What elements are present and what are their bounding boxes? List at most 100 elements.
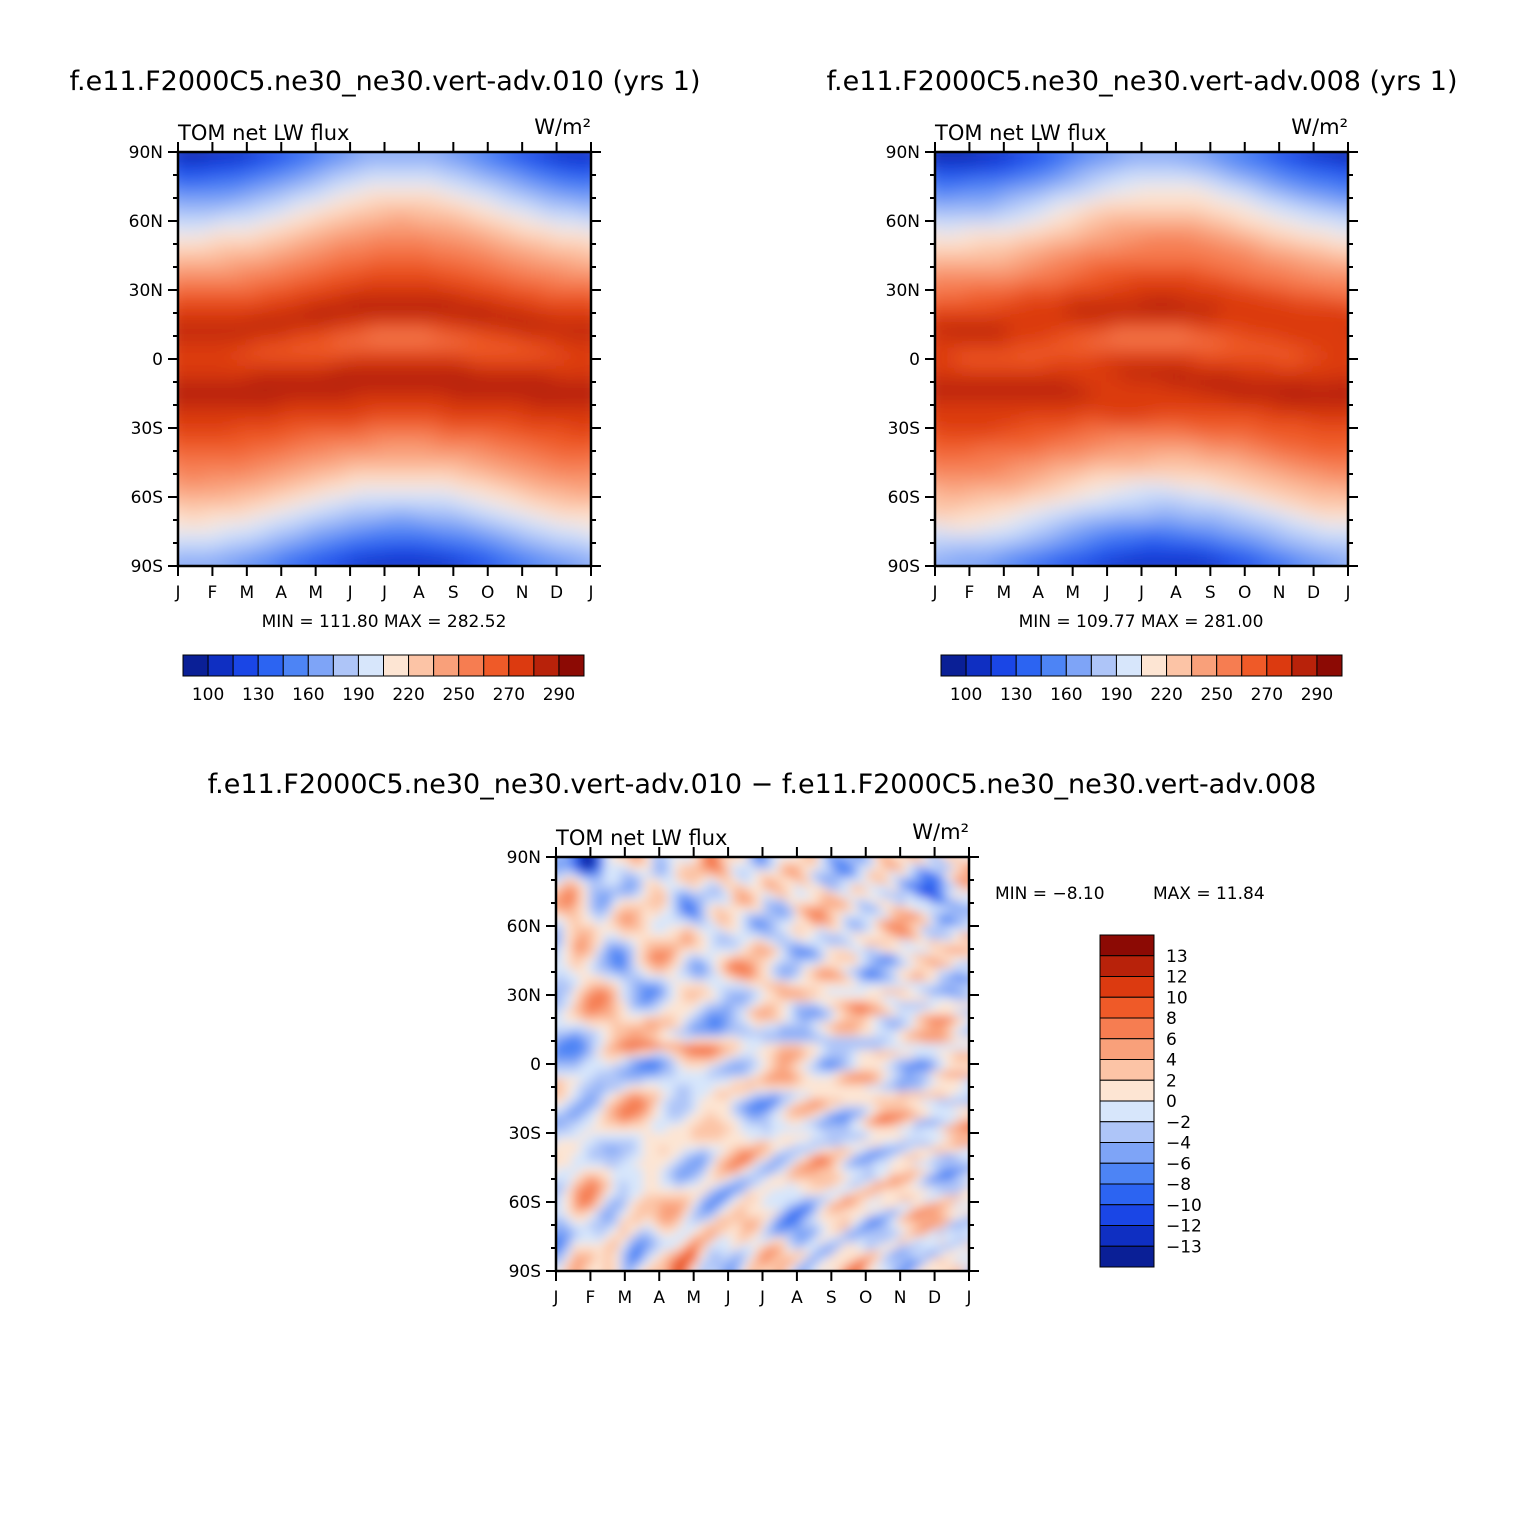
field-cell (583, 290, 591, 298)
field-cell (209, 283, 219, 291)
field-cell (1141, 255, 1151, 264)
field-cell (265, 324, 275, 333)
field-cell (1181, 276, 1190, 284)
field-cell (424, 179, 433, 188)
field-cell (1189, 179, 1198, 188)
field-cell (273, 497, 283, 505)
field-cell (1292, 221, 1302, 229)
field-cell (257, 393, 267, 402)
field-cell (162, 207, 171, 215)
field-cell (1046, 214, 1055, 222)
field-cell (305, 290, 314, 298)
field-cell (281, 241, 290, 250)
field-cell (193, 552, 203, 560)
field-cell (479, 152, 489, 160)
field-cell (998, 248, 1008, 257)
field-cell (289, 324, 298, 333)
field-cell (543, 262, 553, 271)
field-cell (559, 490, 568, 498)
field-cell (1228, 248, 1238, 257)
field-cell (543, 510, 553, 519)
field-cell (432, 407, 441, 415)
field-cell (463, 158, 473, 167)
field-cell (1348, 269, 1357, 277)
field-cell (257, 290, 267, 298)
field-cell (599, 180, 608, 188)
field-cell (535, 290, 545, 298)
field-cell (1062, 276, 1071, 284)
field-cell (336, 186, 346, 195)
field-cell (313, 345, 322, 353)
field-cell (448, 324, 457, 333)
field-cell (1014, 283, 1024, 291)
field-cell (217, 152, 227, 160)
field-cell (400, 531, 410, 540)
field-cell (344, 386, 354, 395)
field-cell (1149, 152, 1159, 160)
field-cell (1014, 193, 1024, 202)
field-cell (455, 234, 465, 243)
field-cell (328, 517, 338, 526)
field-cell (440, 262, 449, 271)
field-cell (162, 228, 171, 236)
field-cell (297, 559, 306, 566)
field-cell (297, 476, 306, 484)
field-cell (591, 463, 600, 471)
field-cell (591, 504, 600, 512)
field-cell (471, 462, 481, 471)
field-cell (495, 379, 505, 388)
field-cell (1252, 262, 1262, 271)
field-cell (233, 269, 243, 277)
field-cell (416, 524, 426, 533)
field-cell (360, 490, 370, 498)
field-cell (1252, 227, 1262, 236)
field-cell (1149, 158, 1159, 167)
field-cell (551, 483, 561, 491)
field-cell (1356, 200, 1365, 208)
field-cell (305, 428, 314, 436)
field-cell (503, 545, 513, 553)
field-cell (1173, 262, 1183, 271)
field-cell (392, 462, 402, 471)
field-cell (408, 469, 418, 478)
field-cell (583, 152, 591, 160)
field-cell (559, 469, 568, 478)
field-cell (559, 538, 568, 547)
field-cell (241, 490, 251, 498)
field-cell (424, 517, 433, 526)
field-cell (320, 172, 330, 181)
field-cell (313, 303, 322, 312)
field-cell (1085, 234, 1095, 243)
field-cell (599, 304, 608, 312)
field-cell (1228, 255, 1238, 264)
field-cell (193, 386, 203, 395)
field-cell (400, 296, 410, 305)
field-cell (392, 448, 402, 457)
field-cell (273, 303, 283, 312)
field-cell (162, 262, 171, 270)
field-cell (575, 428, 584, 436)
field-cell (384, 200, 394, 208)
field-cell (185, 455, 195, 464)
field-cell (273, 331, 283, 340)
field-cell (1276, 172, 1286, 181)
field-cell (328, 448, 338, 457)
field-cell (1141, 283, 1151, 291)
field-cell (1212, 234, 1222, 243)
field-cell (257, 234, 267, 243)
field-cell (217, 545, 227, 553)
field-cell (1292, 152, 1302, 160)
field-cell (1284, 241, 1294, 250)
field-cell (217, 352, 227, 360)
field-cell (471, 255, 481, 264)
field-cell (1332, 172, 1341, 181)
field-cell (217, 414, 227, 422)
field-cell (241, 379, 251, 388)
field-cell (352, 400, 362, 409)
field-cell (1141, 241, 1151, 250)
field-cell (241, 255, 251, 264)
field-cell (249, 172, 259, 181)
field-cell (1236, 179, 1246, 188)
field-cell (567, 503, 576, 512)
field-cell (535, 200, 545, 208)
